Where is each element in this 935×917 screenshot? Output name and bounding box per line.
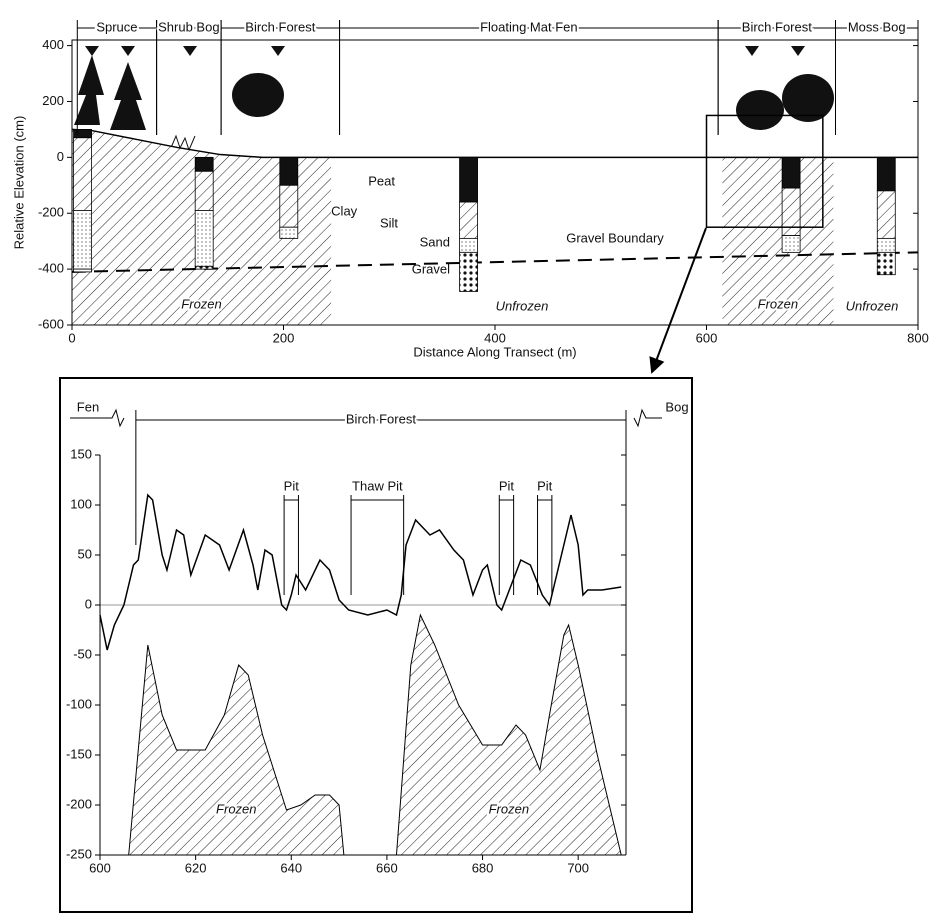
x-tick-label: 600	[696, 330, 718, 345]
core-layer	[460, 157, 478, 202]
core-layer	[782, 157, 800, 188]
y-tick-label: 100	[70, 496, 92, 511]
birch-tree	[736, 90, 784, 130]
annotation: Silt	[380, 215, 398, 230]
x-tick-label: 660	[376, 860, 398, 875]
y-tick-label: -200	[38, 205, 64, 220]
y-tick-label: -200	[66, 796, 92, 811]
zone-label: Birch Forest	[742, 19, 812, 34]
core-layer	[74, 269, 92, 272]
core-layer	[877, 238, 895, 252]
y-tick-label: -150	[66, 746, 92, 761]
site-marker	[791, 46, 805, 56]
vegetation	[74, 46, 834, 150]
x-tick-label: 680	[472, 860, 494, 875]
spruce-tree	[110, 62, 146, 130]
birch-tree	[232, 73, 284, 117]
core-layer	[195, 210, 213, 266]
x-tick-label: 200	[273, 330, 295, 345]
y-tick-label: -100	[66, 696, 92, 711]
y-tick-label: 50	[78, 546, 92, 561]
gravel-boundary-label: Gravel Boundary	[566, 230, 664, 245]
core-layer	[74, 129, 92, 137]
core-layer	[280, 185, 298, 227]
x-tick-label: 620	[185, 860, 207, 875]
site-marker	[745, 46, 759, 56]
frozen-label: Frozen	[181, 296, 221, 311]
inset-arrow	[652, 228, 706, 372]
zone-label: Shrub Bog	[158, 19, 219, 34]
frozen-area	[129, 645, 344, 855]
site-marker	[85, 46, 99, 56]
core-layer	[195, 171, 213, 210]
frozen-area	[396, 615, 621, 855]
core-layer	[195, 266, 213, 269]
y-tick-label: -400	[38, 261, 64, 276]
x-tick-label: 600	[89, 860, 111, 875]
x-tick-label: 700	[567, 860, 589, 875]
zone-label: Floating Mat Fen	[480, 19, 578, 34]
annotation: Unfrozen	[496, 298, 549, 313]
core-layer	[74, 138, 92, 211]
zone-label: Spruce	[96, 19, 137, 34]
y-tick-label: -250	[66, 846, 92, 861]
core-layer	[460, 252, 478, 291]
site-marker	[183, 46, 197, 56]
zone-label: Birch Forest	[346, 411, 416, 426]
x-axis-label: Distance Along Transect (m)	[413, 344, 576, 359]
frozen-label: Frozen	[489, 801, 529, 816]
core-layer	[877, 157, 895, 191]
pit-label: Thaw Pit	[352, 478, 403, 493]
y-tick-label: -600	[38, 316, 64, 331]
core-layer	[460, 202, 478, 238]
spruce-tree	[74, 55, 104, 125]
y-axis-label: Relative Elevation (cm)	[11, 116, 26, 250]
core-layer	[877, 191, 895, 239]
frozen-label: Frozen	[758, 296, 798, 311]
y-tick-label: -50	[73, 646, 92, 661]
x-tick-label: 800	[907, 330, 929, 345]
x-tick-label: 0	[68, 330, 75, 345]
annotation: Bog	[665, 399, 688, 414]
y-tick-label: 0	[85, 596, 92, 611]
y-tick-label: 200	[42, 93, 64, 108]
core-layer	[74, 210, 92, 269]
zone-label: Birch Forest	[245, 19, 315, 34]
annotation: Sand	[420, 234, 450, 249]
x-tick-label: 400	[484, 330, 506, 345]
site-marker	[121, 46, 135, 56]
surface-profile	[100, 495, 621, 650]
y-tick-label: 150	[70, 446, 92, 461]
annotation: Fen	[77, 399, 99, 414]
core-layer	[460, 238, 478, 252]
y-tick-label: 400	[42, 37, 64, 52]
core-layer	[195, 157, 213, 171]
core-layer	[782, 236, 800, 253]
x-tick-label: 640	[280, 860, 302, 875]
y-tick-label: 0	[57, 149, 64, 164]
pit-label: Pit	[499, 478, 515, 493]
core-layer	[877, 252, 895, 274]
zone-label: Moss Bog	[848, 19, 906, 34]
core-layer	[280, 227, 298, 238]
site-marker	[271, 46, 285, 56]
frozen-label: Frozen	[216, 801, 256, 816]
pit-label: Pit	[284, 478, 300, 493]
core-layer	[280, 157, 298, 185]
core-layer	[782, 188, 800, 236]
annotation: Peat	[368, 173, 395, 188]
pit-label: Pit	[537, 478, 553, 493]
figure: Peat Silt Sand Gravel Silty Clay Unfroze…	[0, 0, 935, 917]
annotation: Unfrozen	[846, 298, 899, 313]
